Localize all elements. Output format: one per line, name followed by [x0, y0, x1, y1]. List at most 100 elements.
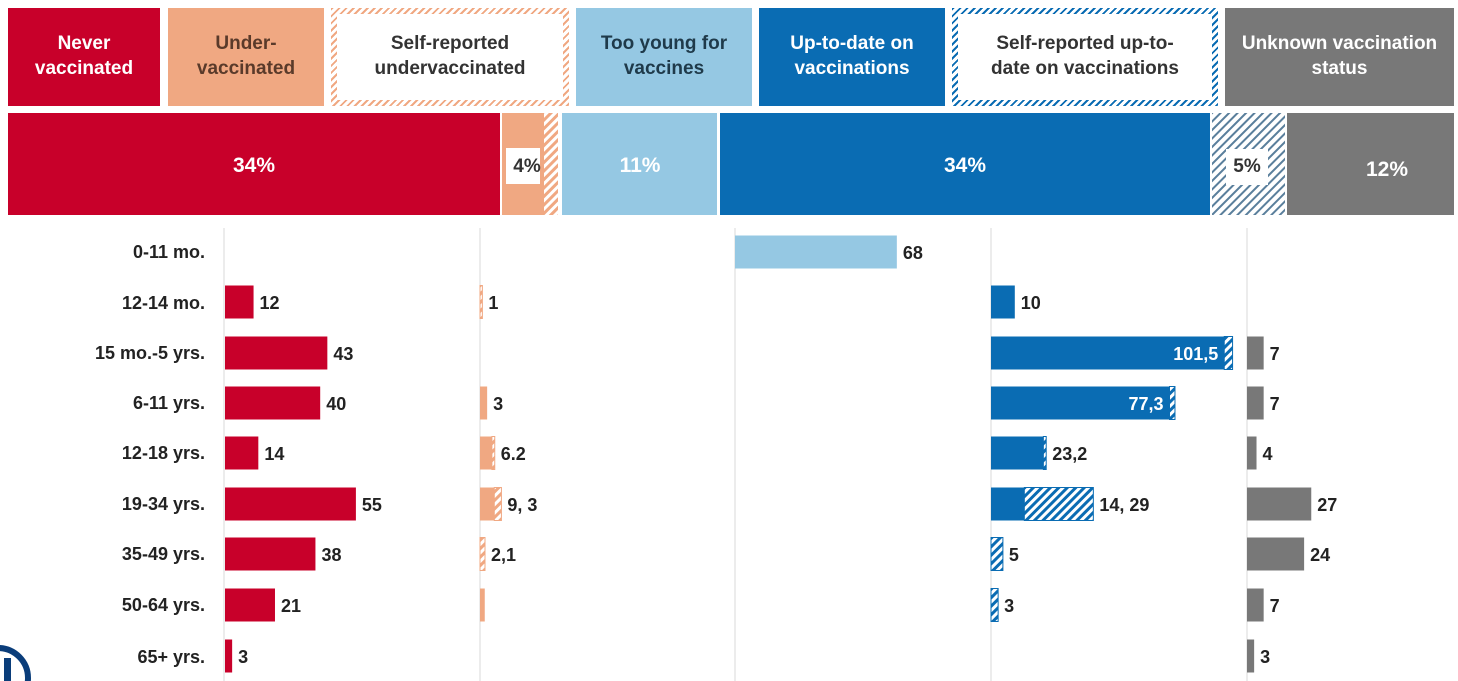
bar-label-never-1: 12	[260, 293, 280, 313]
legend-under-vaccinated: Under-vaccinated	[168, 8, 324, 106]
legend-self-reported-undervaccinated: Self-reported undervaccinated	[331, 8, 569, 106]
row-label: 0-11 mo.	[133, 242, 205, 262]
bar-self-reported-uptodate-6	[990, 537, 1004, 571]
bar-uptodate-4	[991, 436, 1044, 470]
legend-never-vaccinated-label: Never vaccinated	[34, 33, 134, 79]
bar-unknown-4	[1247, 436, 1257, 470]
summary-segment-self-under	[544, 113, 558, 215]
bar-label-unknown-3: 7	[1270, 394, 1280, 414]
bar-label-under-6: 2,1	[491, 545, 516, 565]
summary-label-young: 11%	[620, 154, 661, 177]
legend-self-reported-up-to-date-label: Self-reported up-to-date on vaccinations	[991, 33, 1179, 79]
bar-label-under-3: 3	[493, 394, 503, 414]
bar-young-0	[735, 235, 897, 269]
legend-self-reported-up-to-date: Self-reported up-to-date on vaccinations	[952, 8, 1218, 106]
row-label: 15 mo.-5 yrs.	[95, 343, 205, 363]
legend-unknown-label: Unknown vaccination status	[1241, 33, 1438, 79]
bar-self-reported-uptodate-3	[1169, 386, 1176, 420]
legend-unknown: Unknown vaccination status	[1225, 8, 1454, 106]
bar-unknown-2	[1247, 336, 1264, 370]
bar-self-reported-uptodate-2	[1223, 336, 1234, 370]
logo-bar	[4, 658, 11, 681]
bar-label-uptodate-2: 101,5	[1173, 344, 1218, 364]
bar-label-uptodate-1: 10	[1021, 293, 1041, 313]
bar-label-never-8: 3	[238, 647, 248, 667]
summary-segment-never	[8, 113, 500, 215]
bar-label-never-4: 14	[264, 444, 284, 464]
summary-label-under: 4%	[513, 156, 541, 177]
bar-label-uptodate-4: 23,2	[1052, 444, 1087, 464]
bar-never-6	[225, 537, 316, 571]
bar-self-reported-uptodate-4	[1042, 436, 1047, 470]
bar-never-2	[225, 336, 328, 370]
bar-unknown-6	[1247, 537, 1305, 571]
bar-unknown-7	[1247, 588, 1264, 622]
bar-self-reported-under-5	[493, 487, 502, 521]
summary-label-uptodate: 34%	[944, 154, 986, 177]
row-label: 12-18 yrs.	[122, 443, 205, 463]
row-label: 65+ yrs.	[137, 647, 205, 667]
bar-label-never-2: 43	[333, 344, 353, 364]
legend-up-to-date-label: Up-to-date on vaccinations	[790, 33, 914, 79]
summary-segment-under-label-bg	[506, 148, 540, 184]
legend-under-vaccinated-label: Under-vaccinated	[196, 33, 296, 79]
summary-segment-young	[562, 113, 717, 215]
bar-never-5	[225, 487, 356, 521]
bar-never-7	[225, 588, 275, 622]
row-labels: 0-11 mo. 12-14 mo. 15 mo.-5 yrs. 6-11 yr…	[95, 242, 205, 667]
bar-under-7	[480, 588, 485, 622]
bar-self-reported-uptodate-5	[1023, 487, 1094, 521]
bar-label-uptodate-3: 77,3	[1128, 394, 1163, 414]
legend-self-reported-undervaccinated-label: Self-reported undervaccinated	[374, 33, 526, 79]
logo	[0, 645, 31, 681]
row-label: 6-11 yrs.	[133, 393, 205, 413]
bar-never-8	[225, 639, 233, 673]
summary-segment-unknown	[1287, 113, 1454, 215]
bar-label-never-6: 38	[321, 545, 341, 565]
bar-label-never-7: 21	[281, 596, 301, 616]
legend-too-young: Too young for vaccines	[576, 8, 752, 106]
bar-never-4	[225, 436, 259, 470]
bar-label-unknown-5: 27	[1317, 495, 1337, 515]
bar-label-unknown-6: 24	[1310, 545, 1330, 565]
bar-unknown-8	[1247, 639, 1255, 673]
bar-label-uptodate-7: 3	[1004, 596, 1014, 616]
legend-up-to-date: Up-to-date on vaccinations	[759, 8, 945, 106]
bar-label-unknown-7: 7	[1270, 596, 1280, 616]
summary-bar: 34% 4% 11% 34% 5% 12%	[8, 113, 1454, 215]
bar-uptodate-3	[991, 386, 1170, 420]
bar-label-never-5: 55	[362, 495, 382, 515]
bar-label-under-5: 9, 3	[507, 495, 537, 515]
summary-label-never: 34%	[233, 154, 275, 177]
panel-dividers	[223, 228, 1248, 681]
bar-label-unknown-2: 7	[1270, 344, 1280, 364]
bar-label-young-0: 68	[903, 243, 923, 263]
row-label: 35-49 yrs.	[122, 544, 205, 564]
bar-self-reported-uptodate-7	[990, 588, 999, 622]
bar-uptodate-1	[991, 285, 1015, 319]
bar-label-under-1: 1	[488, 293, 498, 313]
bar-label-unknown-4: 4	[1263, 444, 1273, 464]
bar-label-uptodate-5: 14, 29	[1099, 495, 1149, 515]
bar-label-unknown-8: 3	[1260, 647, 1270, 667]
bar-label-uptodate-6: 5	[1009, 545, 1019, 565]
row-label: 12-14 mo.	[122, 293, 205, 313]
bar-label-never-3: 40	[326, 394, 346, 414]
bar-uptodate-5	[991, 487, 1025, 521]
summary-label-unknown: 12%	[1366, 158, 1408, 181]
summary-segment-self-uptodate-label-bg	[1226, 149, 1268, 185]
bar-label-under-4: 6.2	[501, 444, 526, 464]
bar-under-3	[480, 386, 488, 420]
summary-label-self-uptodate: 5%	[1233, 156, 1261, 177]
bar-unknown-3	[1247, 386, 1264, 420]
bar-under-4	[480, 436, 492, 470]
bar-unknown-5	[1247, 487, 1312, 521]
bar-never-3	[225, 386, 321, 420]
legend-too-young-label: Too young for vaccines	[600, 33, 728, 79]
row-label: 50-64 yrs.	[122, 595, 205, 615]
bar-never-1	[225, 285, 254, 319]
legend-never-vaccinated: Never vaccinated	[8, 8, 160, 106]
bar-self-reported-under-4	[491, 436, 496, 470]
